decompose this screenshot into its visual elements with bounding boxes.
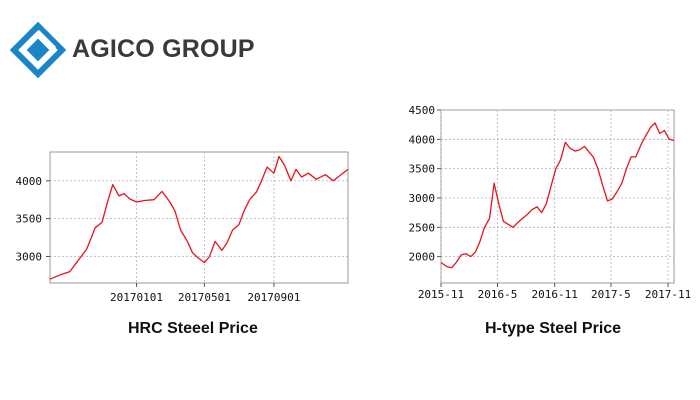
y-tick-label: 4500 [409, 104, 436, 117]
x-tick-label: 2017-5 [591, 288, 631, 301]
price-series-line-2 [440, 122, 675, 269]
agico-diamond-logo-icon [10, 22, 66, 78]
x-tick-label: 20170901 [247, 291, 300, 304]
price-series-line-1 [49, 155, 349, 280]
h-type-chart-title: H-type Steel Price [485, 320, 622, 337]
y-tick-label: 2000 [409, 251, 436, 264]
brand-name: AGICO GROUP [72, 35, 255, 63]
plot-frame-1 [49, 151, 349, 284]
x-tick-label: 2016-11 [532, 288, 578, 301]
x-tick-label: 2015-11 [418, 288, 464, 301]
x-tick-label: 20170501 [178, 291, 231, 304]
y-tick-label: 3500 [16, 213, 43, 226]
x-tick-label: 20170101 [110, 291, 163, 304]
y-tick-label: 3000 [409, 192, 436, 205]
y-tick-label: 3000 [16, 250, 43, 263]
x-tick-label: 2017-11 [645, 288, 691, 301]
y-tick-label: 4000 [16, 175, 43, 188]
y-tick-label: 3500 [409, 163, 436, 176]
hrc-chart-title: HRC Steeel Price [128, 320, 258, 337]
x-tick-label: 2016-5 [478, 288, 518, 301]
y-tick-label: 4000 [409, 133, 436, 146]
y-tick-label: 2500 [409, 221, 436, 234]
plot-frame-2 [440, 109, 675, 284]
